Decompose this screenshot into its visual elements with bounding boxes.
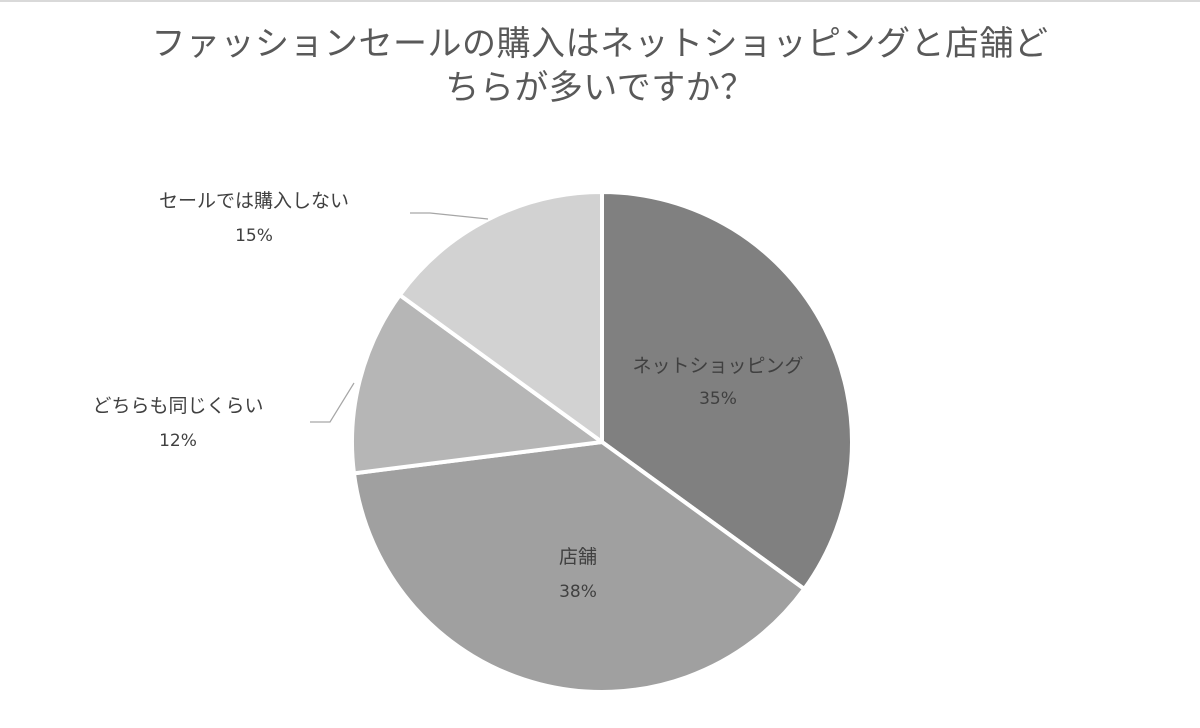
slice-value-2: 12% (159, 431, 197, 451)
leader-line-3 (410, 212, 489, 220)
slice-labels: ネットショッピング 35% 店舗 38% どちらも同じくらい 12% セールでは購入しない 1… (92, 190, 803, 602)
pie-slice-0 (600, 190, 854, 591)
chart-title-line-2: ちらが多いですか？ (445, 68, 755, 108)
slice-label-3: セールでは購入しない (159, 190, 349, 212)
slice-label-2: どちらも同じくらい (92, 395, 263, 417)
slice-value-1: 38% (559, 582, 597, 602)
chart-title-line-1: ファッションセールの購入はネットショッピングと店舗ど (151, 24, 1049, 64)
chart-title: ファッションセールの購入はネットショッピングと店舗ど ちらが多いですか？ (100, 22, 1100, 110)
pie-slice-3 (397, 190, 604, 444)
slice-value-0: 35% (699, 389, 737, 409)
slice-value-3: 15% (235, 226, 273, 246)
slice-label-1: 店舗 (559, 546, 597, 568)
slice-label-0: ネットショッピング (632, 355, 803, 377)
pie-slices (350, 190, 854, 694)
chart-top-border (0, 0, 1200, 2)
leader-line-2 (310, 382, 355, 423)
pie-slice-2 (350, 293, 604, 476)
pie-slice-1 (351, 440, 807, 694)
leader-lines (310, 212, 489, 423)
